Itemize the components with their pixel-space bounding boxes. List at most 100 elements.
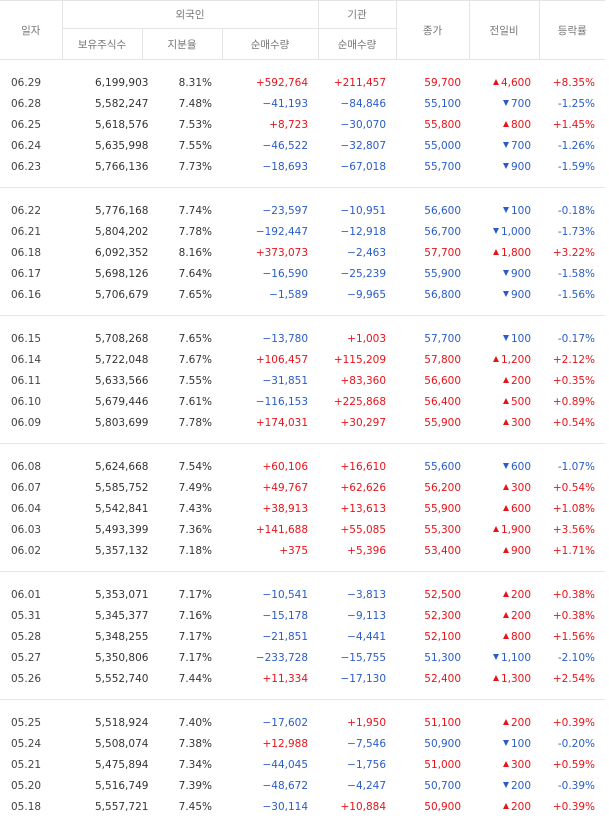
cell-ratio: 7.16% bbox=[142, 606, 222, 627]
cell-close: 57,700 bbox=[396, 329, 469, 350]
cell-foreign-net: +375 bbox=[222, 541, 318, 562]
cell-ratio: 8.16% bbox=[142, 243, 222, 264]
cell-date: 06.02 bbox=[0, 541, 62, 562]
cell-date: 06.16 bbox=[0, 285, 62, 306]
cell-foreign-net: −1,589 bbox=[222, 285, 318, 306]
cell-foreign-net: −30,114 bbox=[222, 797, 318, 818]
change-value: 300 bbox=[511, 417, 531, 429]
triangle-down-icon bbox=[503, 163, 509, 169]
cell-foreign-net: −13,780 bbox=[222, 329, 318, 350]
cell-date: 05.21 bbox=[0, 755, 62, 776]
cell-date: 06.25 bbox=[0, 115, 62, 136]
cell-foreign-net: −116,153 bbox=[222, 392, 318, 413]
change-value: 100 bbox=[511, 738, 531, 750]
cell-date: 06.07 bbox=[0, 478, 62, 499]
cell-close: 55,900 bbox=[396, 264, 469, 285]
cell-ratio: 7.61% bbox=[142, 392, 222, 413]
triangle-down-icon bbox=[503, 291, 509, 297]
cell-rate: -0.17% bbox=[539, 329, 605, 350]
cell-inst-net: −7,546 bbox=[318, 734, 396, 755]
cell-foreign-net: +141,688 bbox=[222, 520, 318, 541]
cell-close: 59,700 bbox=[396, 73, 469, 94]
cell-date: 06.08 bbox=[0, 457, 62, 478]
header-inst-net: 순매수량 bbox=[318, 29, 396, 60]
cell-change: 100 bbox=[469, 734, 539, 755]
cell-close: 52,300 bbox=[396, 606, 469, 627]
cell-holdings: 5,706,679 bbox=[62, 285, 142, 306]
cell-change: 300 bbox=[469, 755, 539, 776]
cell-holdings: 5,508,074 bbox=[62, 734, 142, 755]
cell-date: 06.24 bbox=[0, 136, 62, 157]
group-spacer bbox=[0, 700, 605, 713]
change-value: 200 bbox=[511, 610, 531, 622]
cell-holdings: 5,542,841 bbox=[62, 499, 142, 520]
change-value: 800 bbox=[511, 119, 531, 131]
cell-inst-net: +55,085 bbox=[318, 520, 396, 541]
cell-foreign-net: −18,693 bbox=[222, 157, 318, 178]
triangle-up-icon bbox=[493, 249, 499, 255]
cell-date: 06.29 bbox=[0, 73, 62, 94]
change-value: 200 bbox=[511, 780, 531, 792]
cell-change: 1,000 bbox=[469, 222, 539, 243]
cell-close: 57,700 bbox=[396, 243, 469, 264]
cell-close: 51,100 bbox=[396, 713, 469, 734]
cell-foreign-net: +49,767 bbox=[222, 478, 318, 499]
triangle-up-icon bbox=[503, 633, 509, 639]
cell-holdings: 5,552,740 bbox=[62, 669, 142, 690]
cell-rate: -1.73% bbox=[539, 222, 605, 243]
cell-inst-net: −12,918 bbox=[318, 222, 396, 243]
cell-inst-net: −9,965 bbox=[318, 285, 396, 306]
cell-close: 52,100 bbox=[396, 627, 469, 648]
triangle-up-icon bbox=[503, 547, 509, 553]
cell-inst-net: +16,610 bbox=[318, 457, 396, 478]
cell-rate: -1.25% bbox=[539, 94, 605, 115]
cell-inst-net: −32,807 bbox=[318, 136, 396, 157]
cell-rate: +3.22% bbox=[539, 243, 605, 264]
cell-ratio: 7.45% bbox=[142, 797, 222, 818]
group-spacer bbox=[0, 316, 605, 329]
cell-holdings: 5,708,268 bbox=[62, 329, 142, 350]
triangle-up-icon bbox=[503, 398, 509, 404]
change-value: 300 bbox=[511, 759, 531, 771]
cell-foreign-net: −48,672 bbox=[222, 776, 318, 797]
cell-ratio: 7.17% bbox=[142, 648, 222, 669]
cell-rate: +0.54% bbox=[539, 478, 605, 499]
triangle-up-icon bbox=[503, 419, 509, 425]
cell-close: 52,500 bbox=[396, 585, 469, 606]
triangle-up-icon bbox=[503, 591, 509, 597]
cell-date: 05.28 bbox=[0, 627, 62, 648]
cell-rate: +8.35% bbox=[539, 73, 605, 94]
cell-foreign-net: −41,193 bbox=[222, 94, 318, 115]
cell-inst-net: +10,884 bbox=[318, 797, 396, 818]
cell-ratio: 7.48% bbox=[142, 94, 222, 115]
cell-close: 56,200 bbox=[396, 478, 469, 499]
group-spacer bbox=[0, 690, 605, 700]
cell-ratio: 7.39% bbox=[142, 776, 222, 797]
cell-rate: +0.59% bbox=[539, 755, 605, 776]
cell-change: 900 bbox=[469, 264, 539, 285]
cell-rate: -2.10% bbox=[539, 648, 605, 669]
cell-close: 50,900 bbox=[396, 734, 469, 755]
cell-ratio: 7.67% bbox=[142, 350, 222, 371]
cell-rate: -0.18% bbox=[539, 201, 605, 222]
cell-foreign-net: −15,178 bbox=[222, 606, 318, 627]
cell-rate: -0.39% bbox=[539, 776, 605, 797]
cell-rate: -1.07% bbox=[539, 457, 605, 478]
cell-ratio: 7.18% bbox=[142, 541, 222, 562]
change-value: 300 bbox=[511, 482, 531, 494]
cell-inst-net: +115,209 bbox=[318, 350, 396, 371]
group-spacer bbox=[0, 60, 605, 74]
cell-change: 300 bbox=[469, 413, 539, 434]
cell-date: 06.15 bbox=[0, 329, 62, 350]
